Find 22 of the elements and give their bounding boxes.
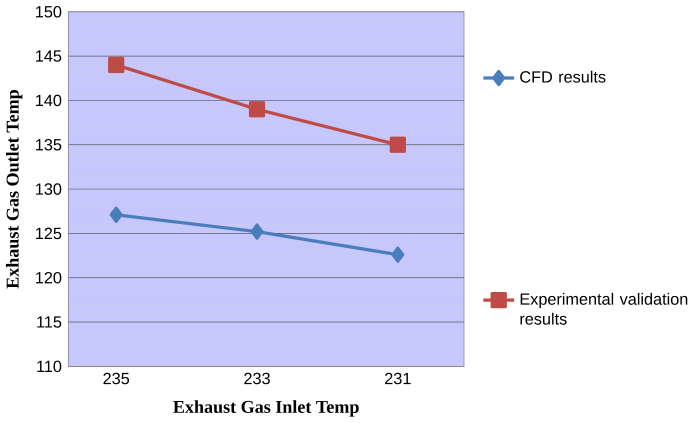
y-tick-label: 125 — [36, 228, 62, 240]
point — [390, 136, 406, 154]
x-axis-title: Exhaust Gas Inlet Temp — [173, 400, 359, 417]
y-tick-label: 135 — [36, 139, 62, 151]
legend-label: Experimental validation results — [520, 293, 688, 325]
x-tick-label: 231 — [385, 372, 411, 384]
y-tick-label: 130 — [36, 183, 62, 195]
y-tick-label: 140 — [36, 94, 62, 106]
point — [248, 101, 266, 118]
y-tick-label: 115 — [37, 316, 62, 328]
point — [391, 246, 404, 263]
point — [250, 224, 264, 240]
x-tick-label: 233 — [244, 372, 270, 384]
y-tick-label: 120 — [36, 272, 62, 284]
y-tick-label: 145 — [36, 50, 62, 62]
legend-label: CFD results — [520, 70, 606, 83]
point — [108, 57, 124, 74]
point — [110, 206, 123, 224]
x-tick-label: 235 — [103, 372, 130, 384]
y-axis-title: Exhaust Gas Outlet Temp — [6, 90, 22, 289]
y-tick-label: 110 — [37, 360, 62, 372]
y-tick-label: 150 — [36, 6, 62, 18]
